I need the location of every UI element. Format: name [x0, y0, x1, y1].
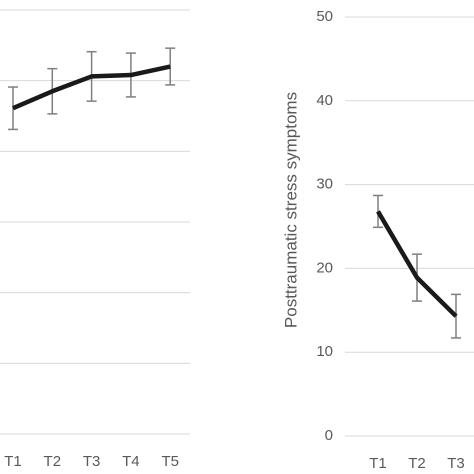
y-tick-label: 20	[316, 259, 333, 276]
y-tick-label: 30	[316, 176, 333, 193]
x-tick-label: T2	[44, 453, 62, 470]
x-tick-label: T1	[369, 455, 387, 472]
data-line	[376, 210, 458, 318]
x-tick-label: T4	[122, 453, 140, 470]
y-axis-title: Posttraumatic stress symptoms	[281, 92, 300, 328]
x-tick-label: T5	[161, 453, 179, 470]
data-line	[12, 64, 171, 111]
x-tick-label: T2	[408, 455, 426, 472]
y-tick-label: 50	[316, 8, 333, 25]
y-tick-label: 0	[325, 427, 333, 444]
y-tick-label: 40	[316, 92, 333, 109]
x-tick-label: T3	[83, 453, 101, 470]
x-tick-label: T3	[447, 455, 465, 472]
y-tick-label: 10	[316, 343, 333, 360]
x-tick-label: T1	[4, 453, 22, 470]
